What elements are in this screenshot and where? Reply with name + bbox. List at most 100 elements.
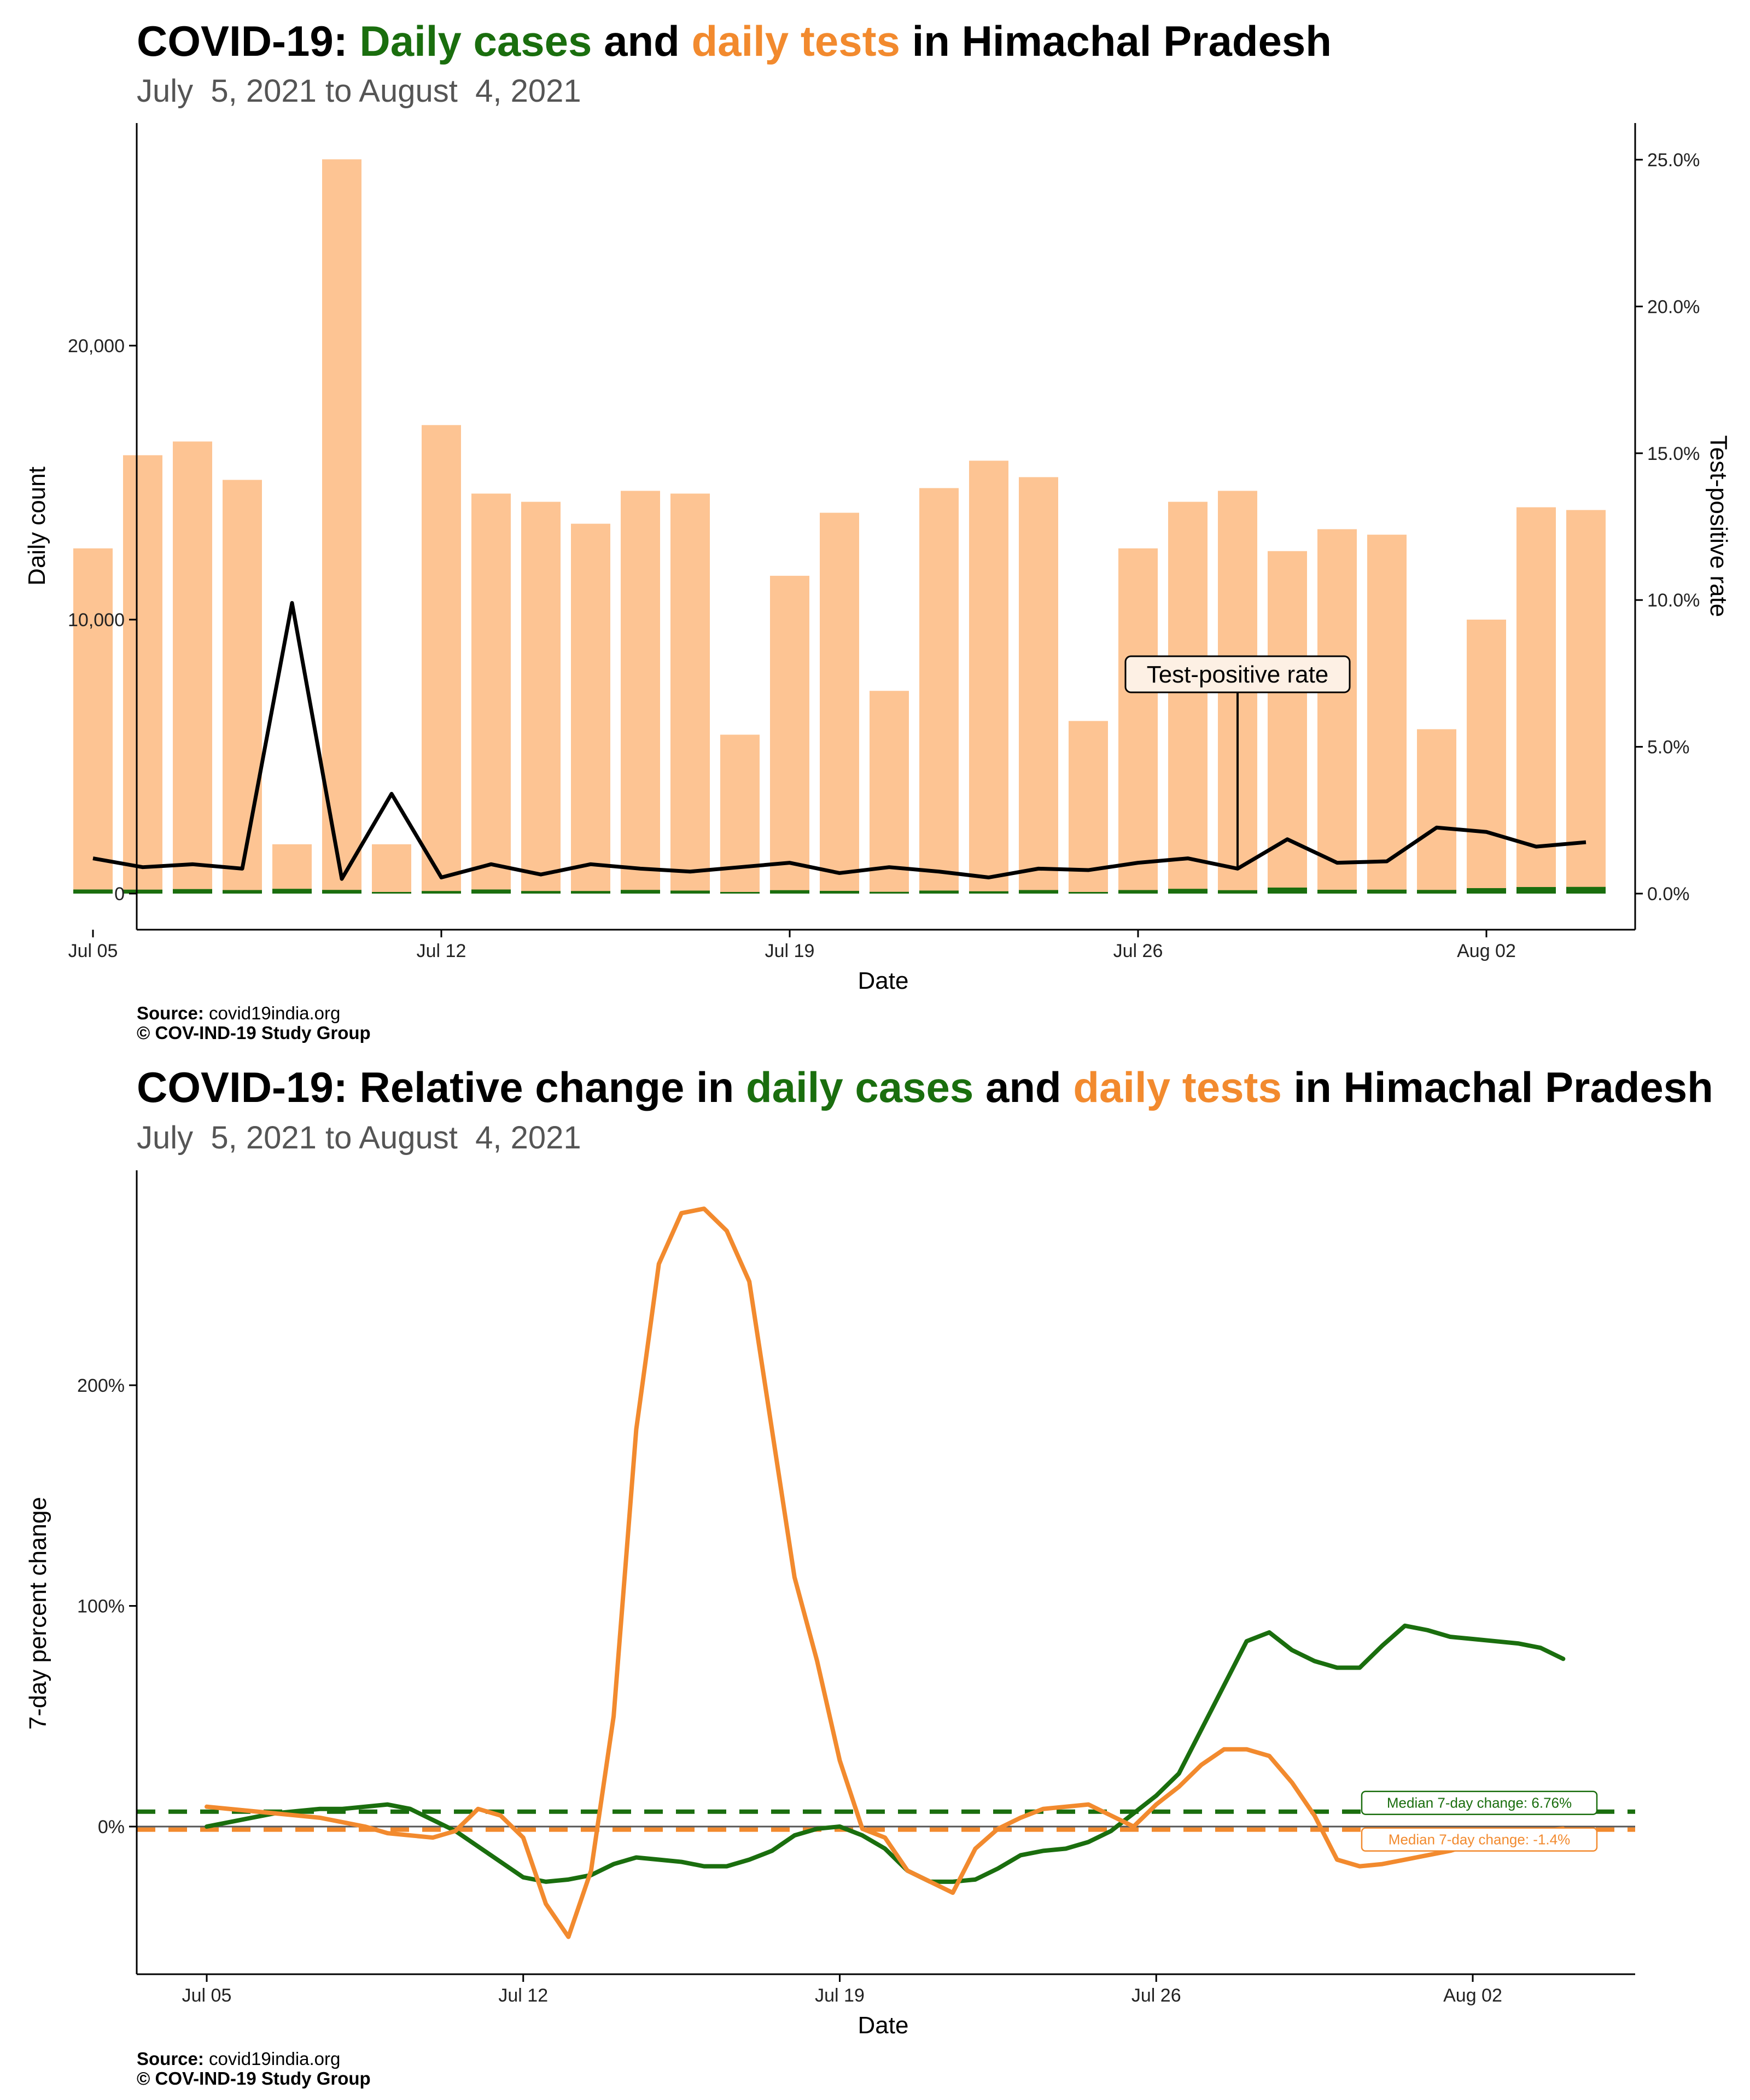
chart-2-subtitle: July 5, 2021 to August 4, 2021: [137, 1120, 581, 1156]
y-tick-label: 100%: [77, 1596, 125, 1617]
cases-bar: [223, 890, 262, 894]
cases-bar: [770, 890, 809, 894]
tests-bar: [322, 159, 361, 894]
cases-change-line: [205, 1623, 1566, 1884]
chart-2-source: Source: covid19india.org: [137, 2049, 340, 2069]
y2-tick-label: 20.0%: [1647, 296, 1700, 317]
cases-bar: [870, 891, 909, 894]
cases-bar: [1417, 890, 1456, 894]
cases-bar: [1069, 892, 1108, 894]
tests-bar: [1118, 548, 1158, 894]
tests-bar: [1069, 721, 1108, 894]
tests-bar: [1417, 729, 1456, 894]
y2-tick-label: 10.0%: [1647, 590, 1700, 611]
chart-2-x-axis-title: Date: [858, 2012, 909, 2039]
x-tick-label: Jul 12: [417, 941, 466, 961]
chart-1-rate-line: [92, 601, 1586, 881]
test-positive-rate-line: [92, 601, 1586, 881]
tests-bar: [1268, 551, 1307, 894]
cases-bar: [1168, 889, 1208, 894]
chart-1-source: Source: covid19india.org: [137, 1003, 340, 1023]
tests-bar: [1019, 477, 1058, 894]
chart-1-cases-bars: [73, 886, 1606, 894]
chart-1: COVID-19: Daily cases and daily tests in…: [24, 17, 1732, 1043]
median-tests-label-box: [1361, 1827, 1598, 1852]
tests-bar: [1467, 620, 1506, 894]
y-tick-label: 10,000: [68, 610, 125, 631]
tests-bar: [670, 493, 710, 894]
tests-bar: [471, 493, 511, 894]
annotation-label: Test-positive rate: [1147, 661, 1329, 688]
chart-1-subtitle: July 5, 2021 to August 4, 2021: [137, 73, 581, 109]
cases-bar: [1467, 888, 1506, 894]
x-tick-label: Jul 26: [1131, 1985, 1181, 2006]
chart-1-x-axis-title: Date: [858, 967, 909, 994]
y-tick-label: 0: [114, 884, 125, 905]
tests-bar: [1168, 501, 1208, 894]
chart-1-title: COVID-19: Daily cases and daily tests in…: [137, 17, 1332, 65]
cases-bar: [322, 890, 361, 894]
cases-bar: [123, 889, 162, 894]
y2-tick-label: 5.0%: [1647, 737, 1690, 758]
tests-bar: [919, 488, 959, 894]
cases-bar: [1367, 889, 1407, 894]
chart-1-tests-bars: [73, 159, 1606, 894]
y-tick-label: 0%: [98, 1817, 125, 1838]
x-tick-label: Jul 05: [182, 1985, 232, 2006]
x-tick-label: Jul 12: [498, 1985, 548, 2006]
cases-bar: [670, 890, 710, 894]
tests-bar: [621, 491, 660, 894]
chart-2-y-axis-title: 7-day percent change: [25, 1497, 51, 1730]
cases-bar: [173, 889, 212, 894]
cases-bar: [1019, 890, 1058, 894]
tests-bar: [173, 441, 212, 894]
chart-2-copyright: © COV-IND-19 Study Group: [137, 2068, 371, 2089]
tests-bar: [571, 523, 610, 894]
annotation-box: [1124, 655, 1351, 693]
tests-bar: [73, 548, 113, 894]
cases-bar: [571, 891, 610, 894]
y2-tick-label: 0.0%: [1647, 884, 1690, 905]
tests-bar: [1516, 507, 1556, 894]
tests-bar: [1317, 529, 1357, 894]
cases-bar: [720, 892, 760, 894]
chart-1-y2-axis-title: Test-positive rate: [1705, 435, 1732, 617]
chart-2-series-lines: [205, 1206, 1566, 1939]
tests-bar: [870, 691, 909, 894]
cases-bar: [272, 889, 312, 894]
cases-bar: [471, 889, 511, 894]
cases-bar: [1516, 886, 1556, 894]
y2-tick-label: 15.0%: [1647, 444, 1700, 464]
cases-bar: [969, 891, 1008, 894]
cases-bar: [521, 891, 561, 894]
cases-bar: [73, 889, 113, 894]
cases-bar: [1268, 887, 1307, 894]
cases-bar: [1317, 889, 1357, 894]
x-tick-label: Aug 02: [1457, 941, 1516, 961]
chart-1-annotation: Test-positive rate: [1124, 655, 1351, 869]
y-tick-label: 200%: [77, 1375, 125, 1396]
cases-bar: [1218, 890, 1257, 894]
tests-bar: [770, 575, 809, 894]
chart-1-axes: 0 10,000 20,000 0.0% 5.0% 10.0% 15.0% 20.0% 25.0…: [68, 123, 1700, 961]
tests-bar: [820, 512, 859, 894]
y2-tick-label: 25.0%: [1647, 150, 1700, 171]
median-cases-label: Median 7-day change: 6.76%: [1387, 1795, 1572, 1811]
tests-bar: [1566, 510, 1606, 894]
median-cases-label-box: [1361, 1790, 1598, 1815]
x-tick-label: Jul 05: [68, 941, 118, 961]
chart-2: COVID-19: Relative change in daily cases…: [25, 1063, 1713, 2089]
cases-bar: [372, 892, 411, 894]
tests-bar: [969, 460, 1008, 894]
chart-2-axes: 0% 100% 200% Jul 05 Jul 12 Jul 19 Jul 26 Aug 02: [77, 1170, 1635, 2006]
tests-bar: [223, 480, 262, 894]
tests-bar: [1367, 534, 1407, 894]
y-tick-label: 20,000: [68, 336, 125, 357]
chart-1-copyright: © COV-IND-19 Study Group: [137, 1023, 371, 1043]
cases-bar: [1566, 886, 1606, 894]
x-tick-label: Jul 19: [815, 1985, 865, 2006]
tests-bar: [521, 501, 561, 894]
cases-bar: [1118, 890, 1158, 894]
tests-bar: [272, 844, 312, 894]
